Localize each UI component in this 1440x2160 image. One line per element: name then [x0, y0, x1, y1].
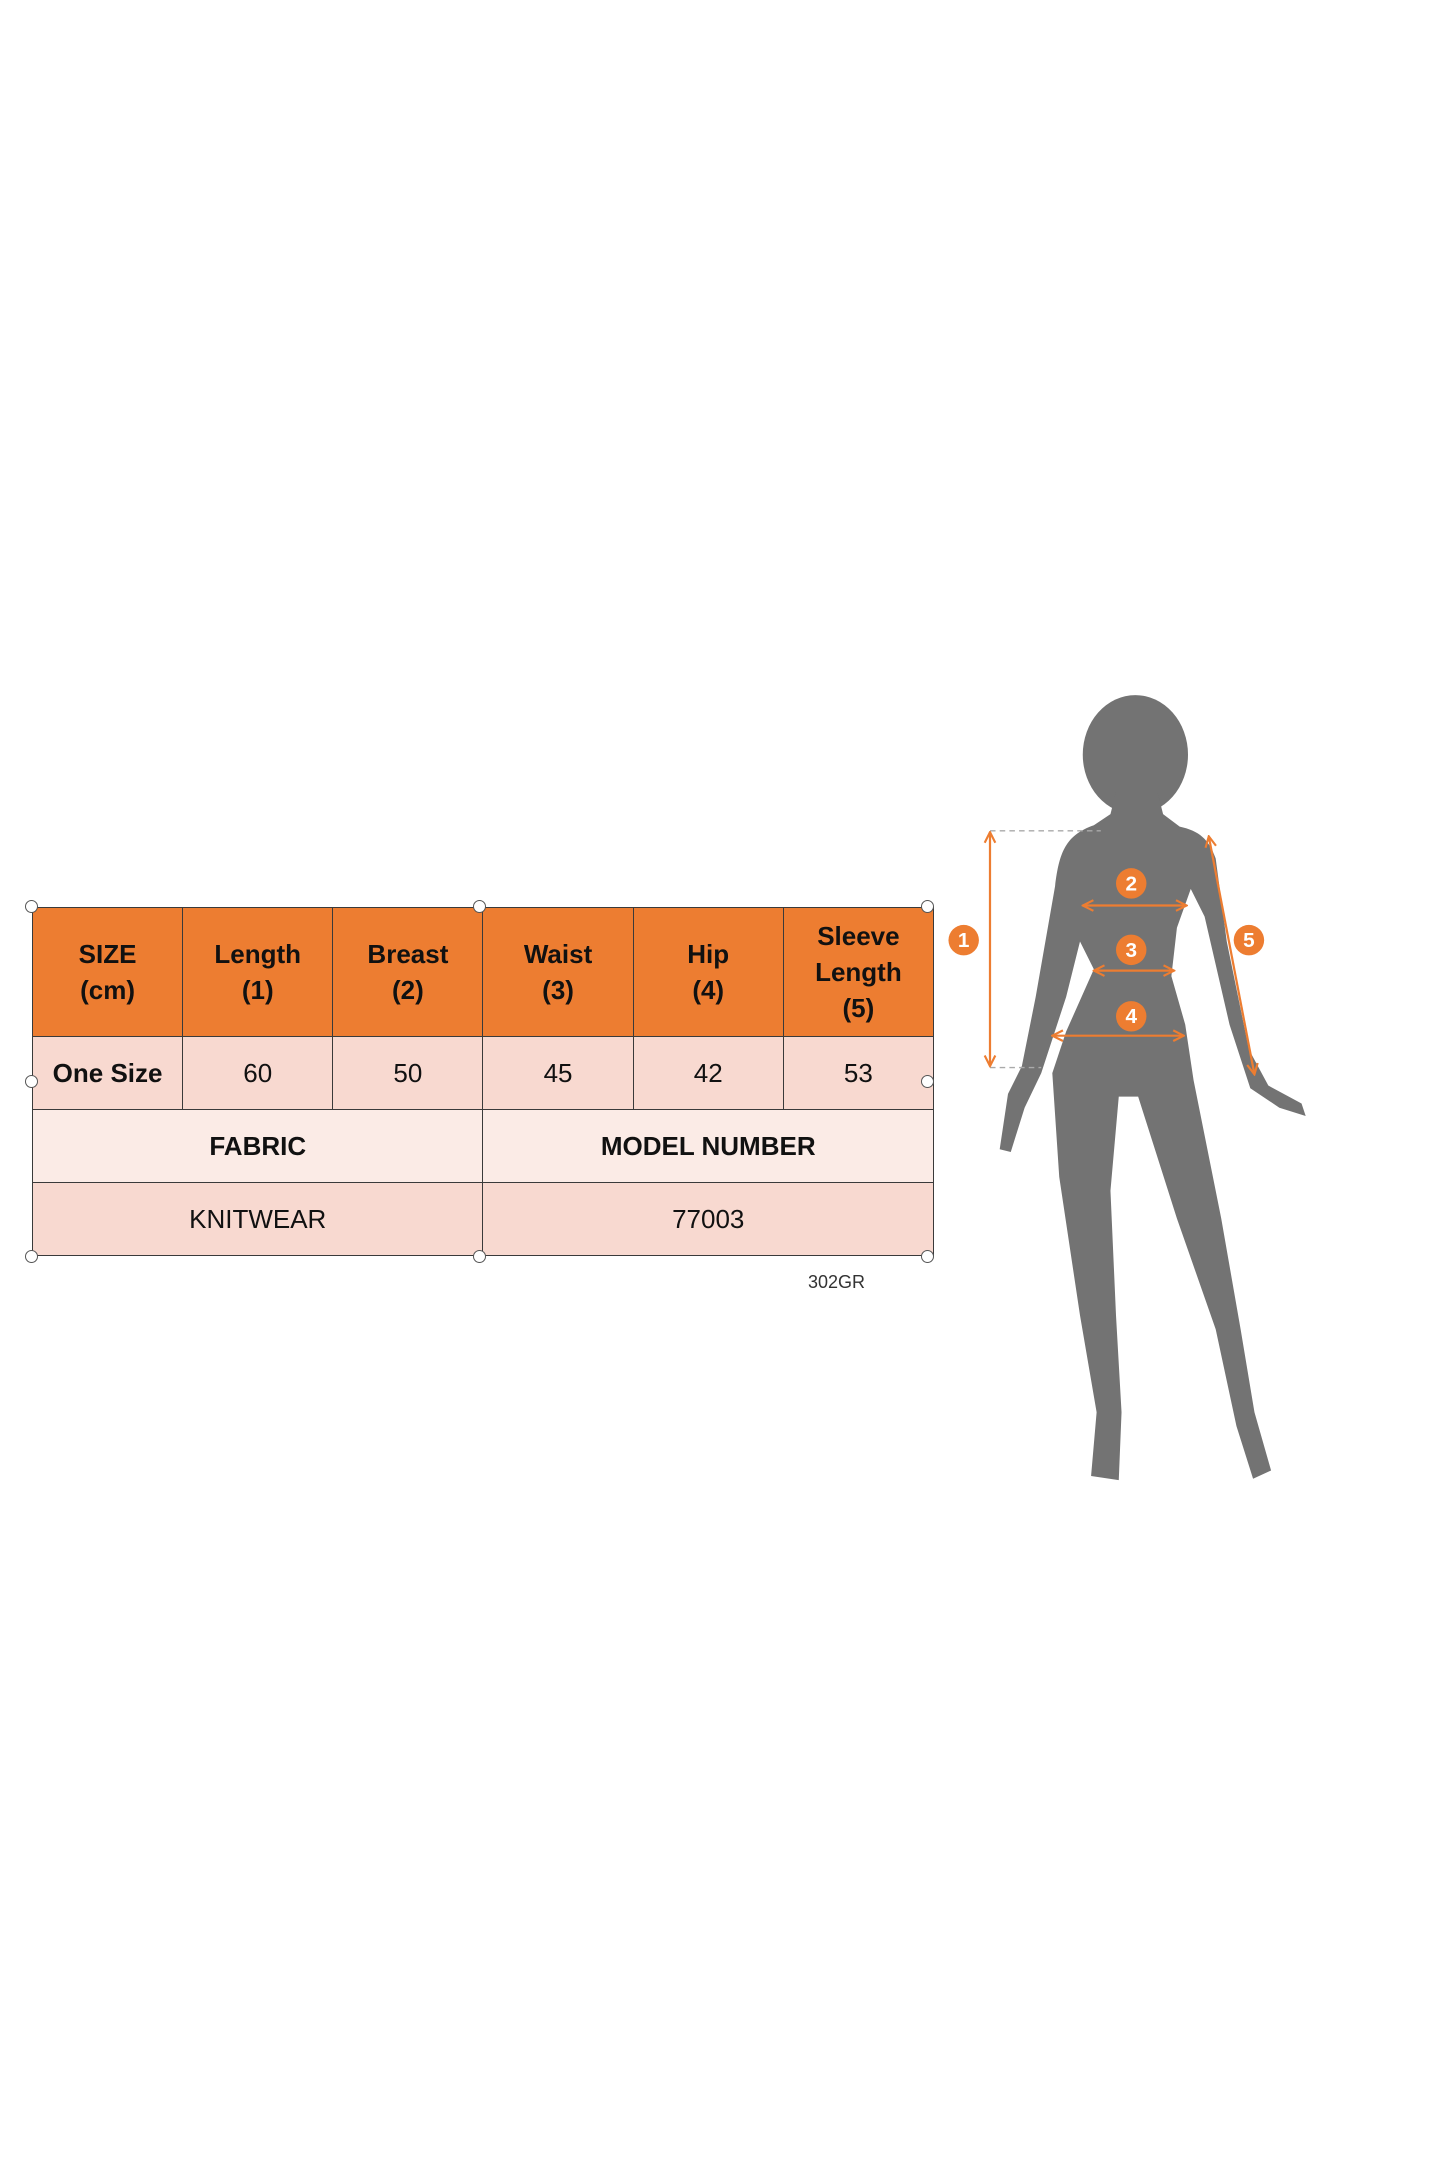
sleeve-arrow [1209, 836, 1255, 1074]
sleeve-length-value: 53 [782, 1036, 935, 1110]
hip-value: 42 [632, 1036, 784, 1110]
svg-text:4: 4 [1125, 1005, 1137, 1028]
marker-3: 3 [1116, 934, 1147, 966]
resize-handle[interactable] [25, 1250, 38, 1263]
header-length: Length (1) [182, 907, 334, 1037]
resize-handle[interactable] [921, 900, 934, 913]
model-number-value: 77003 [482, 1182, 934, 1256]
svg-text:1: 1 [958, 929, 970, 952]
product-code: 302GR [808, 1272, 866, 1292]
marker-2: 2 [1116, 868, 1147, 899]
size-row: One Size 60 50 45 42 53 [31, 1036, 935, 1110]
header-breast: Breast (2) [332, 907, 484, 1037]
resize-handle[interactable] [25, 900, 38, 913]
resize-handle[interactable] [473, 900, 486, 913]
size-chart-table: SIZE (cm) Length (1) Breast (2) Waist (3… [31, 907, 935, 1256]
svg-text:3: 3 [1125, 939, 1137, 962]
info-row: KNITWEAR 77003 [31, 1182, 934, 1256]
size-value: One Size [31, 1036, 184, 1110]
marker-1: 1 [948, 924, 979, 956]
silhouette [999, 695, 1306, 1481]
resize-handle[interactable] [473, 1250, 486, 1263]
waist-value: 45 [482, 1036, 634, 1110]
fabric-label: FABRIC [31, 1109, 484, 1183]
length-value: 60 [182, 1036, 334, 1110]
header-row: SIZE (cm) Length (1) Breast (2) Waist (3… [31, 907, 935, 1037]
fabric-value: KNITWEAR [31, 1182, 484, 1256]
header-waist: Waist (3) [482, 907, 634, 1037]
resize-handle[interactable] [921, 1075, 934, 1088]
label-row: FABRIC MODEL NUMBER [31, 1109, 934, 1183]
svg-text:5: 5 [1243, 929, 1255, 952]
breast-value: 50 [332, 1036, 484, 1110]
resize-handle[interactable] [921, 1250, 934, 1263]
resize-handle[interactable] [25, 1075, 38, 1088]
header-size: SIZE (cm) [31, 907, 184, 1037]
model-number-label: MODEL NUMBER [482, 1109, 934, 1183]
header-sleeve-length: Sleeve Length (5) [782, 907, 935, 1037]
header-hip: Hip (4) [632, 907, 784, 1037]
marker-5: 5 [1233, 924, 1265, 956]
marker-4: 4 [1116, 1001, 1147, 1032]
svg-text:2: 2 [1125, 872, 1137, 895]
